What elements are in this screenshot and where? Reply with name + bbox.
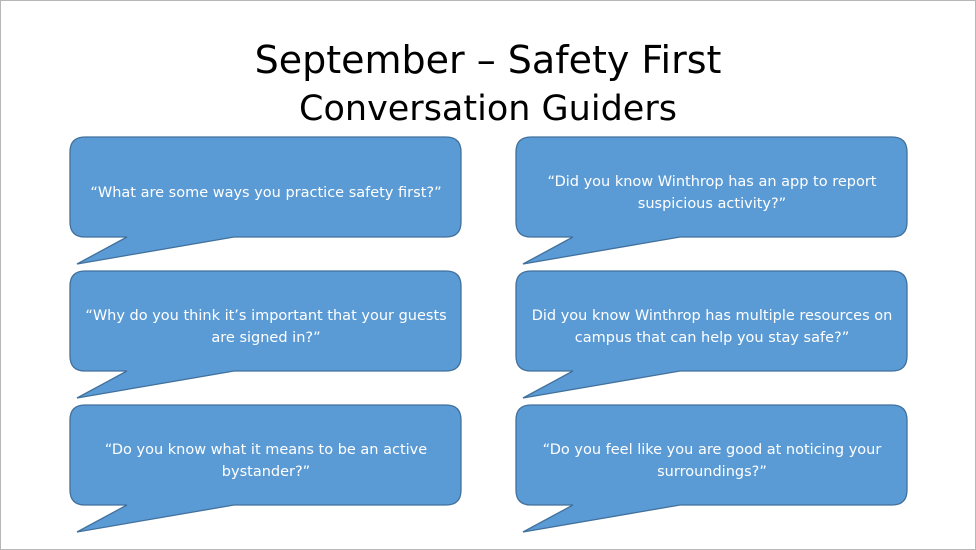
speech-bubble-6: “Do you feel like you are good at notici… xyxy=(515,404,909,536)
bubble-text: “What are some ways you practice safety … xyxy=(90,185,442,201)
speech-bubble-4: Did you know Winthrop has multiple resou… xyxy=(515,270,909,402)
speech-bubble-3: “Why do you think it’s important that yo… xyxy=(69,270,463,402)
speech-bubble-shape xyxy=(69,270,462,399)
speech-bubble-shape xyxy=(515,136,908,265)
bubble-text: “Why do you think it’s important that yo… xyxy=(85,308,447,346)
bubble-text: “Did you know Winthrop has an app to rep… xyxy=(547,174,877,212)
bubble-text: “Do you know what it means to be an acti… xyxy=(104,442,428,480)
speech-bubble-shape xyxy=(69,404,462,533)
speech-bubble-shape xyxy=(69,136,462,265)
bubble-text: Did you know Winthrop has multiple resou… xyxy=(531,308,893,346)
speech-bubble-5: “Do you know what it means to be an acti… xyxy=(69,404,463,536)
slide-title: September – Safety First xyxy=(254,38,722,82)
speech-bubble-1: “What are some ways you practice safety … xyxy=(69,136,463,268)
speech-bubble-shape xyxy=(515,404,908,533)
bubble-text: “Do you feel like you are good at notici… xyxy=(542,442,882,480)
speech-bubble-2: “Did you know Winthrop has an app to rep… xyxy=(515,136,909,268)
speech-bubble-shape xyxy=(515,270,908,399)
slide-subtitle: Conversation Guiders xyxy=(299,89,677,129)
